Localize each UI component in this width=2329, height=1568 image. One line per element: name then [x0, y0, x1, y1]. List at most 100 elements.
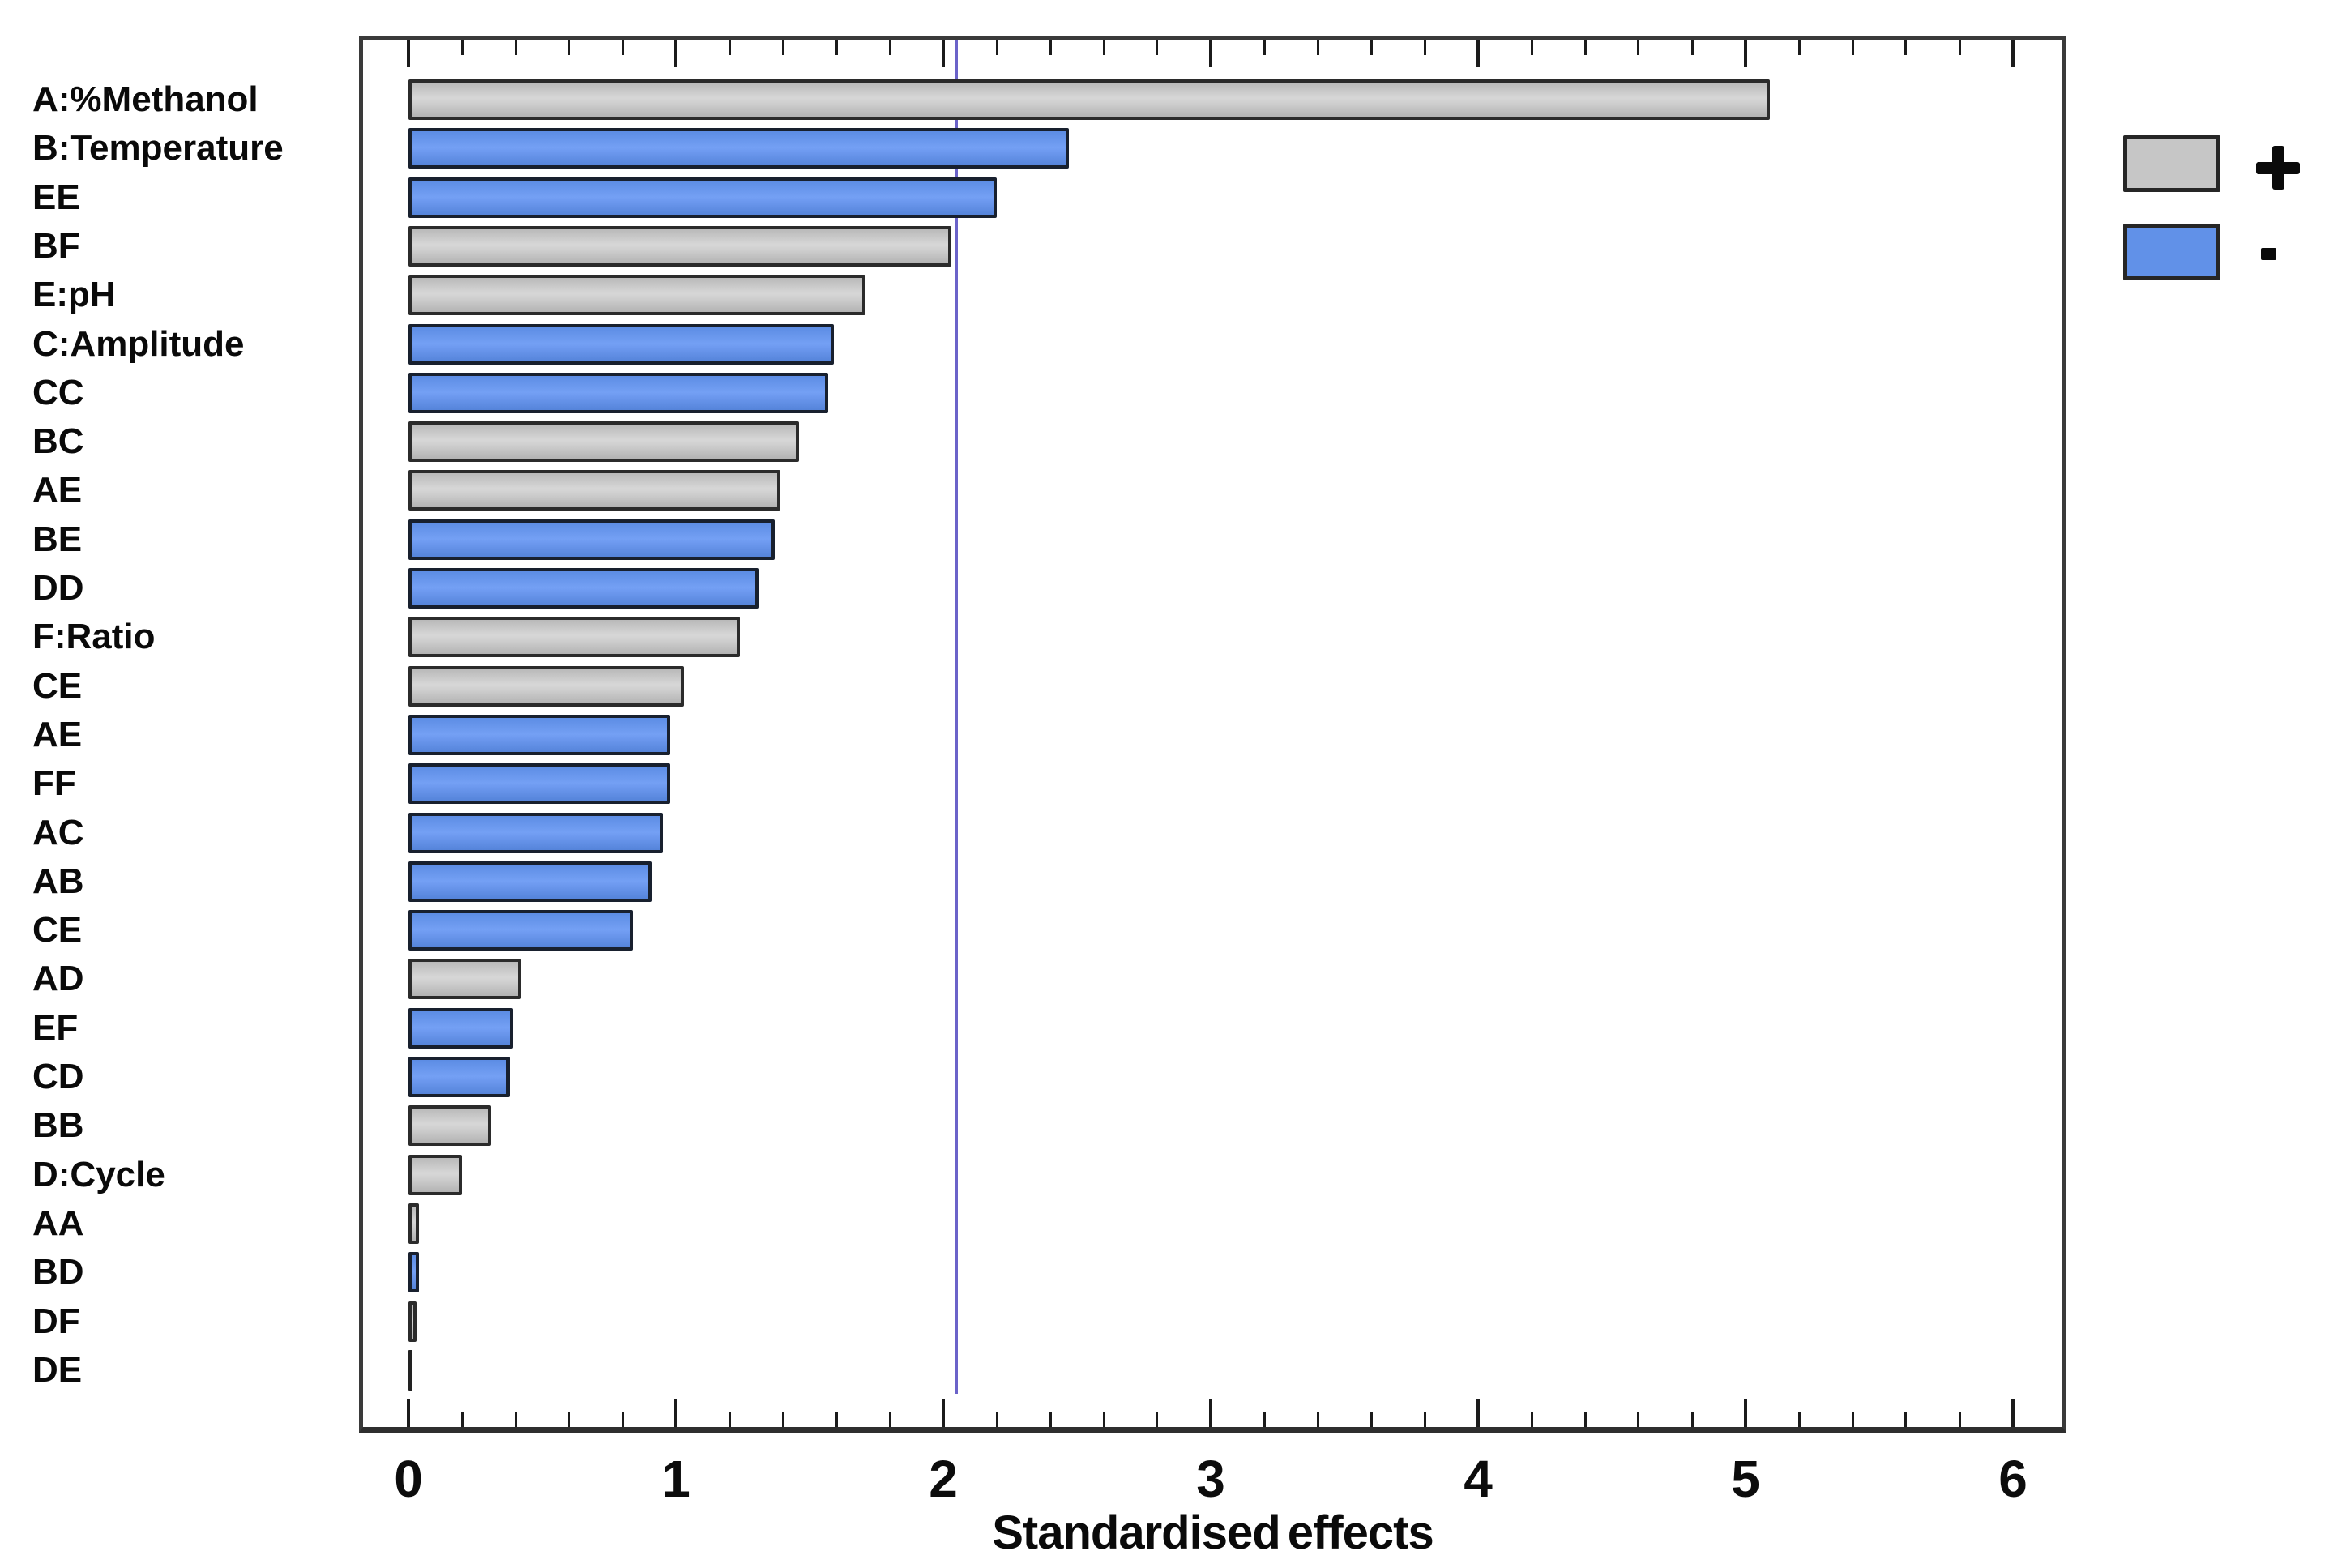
x-axis-tick-minor [782, 1412, 784, 1427]
x-axis-tick-minor [1317, 40, 1319, 55]
bar-d-cycle [408, 1155, 462, 1195]
bar-ab [408, 861, 652, 902]
bar-f-ratio [408, 617, 740, 657]
bar-dd [408, 568, 759, 609]
y-axis-label-c-amplitude: C:Amplitude [32, 324, 245, 364]
y-axis-label-bc: BC [32, 421, 84, 461]
x-axis-tick-major [2011, 40, 2015, 67]
y-axis-label-ef: EF [32, 1008, 79, 1048]
y-axis-label-f-ratio: F:Ratio [32, 617, 156, 656]
x-axis-tick-major [1744, 1399, 1747, 1427]
y-axis-label-ae: AE [32, 470, 83, 510]
y-axis-label-ab: AB [32, 861, 84, 901]
x-axis-tick-major [1744, 40, 1747, 67]
bar-cc [408, 373, 828, 413]
x-axis-tick-minor [1263, 1412, 1266, 1427]
x-axis-tick-minor [1637, 1412, 1639, 1427]
bar-ae [408, 470, 780, 511]
x-axis-title: Standardised effects [992, 1506, 1434, 1559]
y-axis-label-a-methanol: A:%Methanol [32, 79, 259, 119]
x-axis-tick-minor [1584, 40, 1587, 55]
x-axis-tick-major [674, 1399, 677, 1427]
x-axis-tick-minor [622, 40, 624, 55]
bar-bd [408, 1252, 419, 1292]
x-axis-tick-minor [1959, 1412, 1961, 1427]
x-axis-tick-minor [1584, 1412, 1587, 1427]
bar-ff [408, 763, 670, 804]
bar-de [408, 1350, 412, 1391]
x-axis-tick-minor [461, 1412, 464, 1427]
x-axis-tick-minor [515, 1412, 517, 1427]
bar-bb [408, 1105, 491, 1146]
y-axis-label-d-cycle: D:Cycle [32, 1155, 165, 1194]
x-axis-tick-minor [1637, 40, 1639, 55]
y-axis-label-ce: CE [32, 910, 83, 950]
x-axis-tick-label: 2 [929, 1450, 958, 1508]
y-axis-label-dd: DD [32, 568, 84, 608]
bar-bf [408, 226, 951, 267]
x-axis-tick-minor [1103, 1412, 1105, 1427]
y-axis-label-de: DE [32, 1350, 83, 1390]
bar-ce [408, 910, 633, 951]
plus-icon [2256, 146, 2300, 190]
x-axis-tick-major [407, 1399, 410, 1427]
x-axis-tick-minor [996, 1412, 998, 1427]
bar-df [408, 1301, 417, 1342]
x-axis-tick-major [2011, 1399, 2015, 1427]
y-axis-label-be: BE [32, 519, 83, 559]
x-axis-tick-label: 4 [1464, 1450, 1493, 1508]
x-axis-tick-minor [1798, 1412, 1801, 1427]
x-axis-tick-minor [1156, 1412, 1158, 1427]
x-axis-tick-minor [1904, 1412, 1907, 1427]
x-axis-tick-minor [1049, 40, 1052, 55]
bar-c-amplitude [408, 324, 834, 365]
x-axis-tick-major [674, 40, 677, 67]
x-axis-tick-minor [1263, 40, 1266, 55]
legend-swatch-negative [2123, 224, 2220, 280]
x-axis-tick-major [1476, 1399, 1480, 1427]
bar-ac [408, 813, 663, 853]
x-axis-tick-minor [1156, 40, 1158, 55]
x-axis-tick-minor [889, 1412, 891, 1427]
y-axis-label-bb: BB [32, 1105, 84, 1145]
x-axis-tick-minor [1317, 1412, 1319, 1427]
x-axis-tick-minor [515, 40, 517, 55]
y-axis-label-cc: CC [32, 373, 84, 412]
x-axis-tick-minor [1959, 40, 1961, 55]
bar-ef [408, 1008, 513, 1049]
y-axis-label-ac: AC [32, 813, 84, 852]
x-axis-tick-minor [1691, 1412, 1694, 1427]
y-axis-label-ff: FF [32, 763, 76, 803]
x-axis-tick-major [942, 40, 945, 67]
y-axis-label-ce: CE [32, 666, 83, 706]
x-axis-tick-major [407, 40, 410, 67]
bar-e-ph [408, 275, 865, 315]
x-axis-tick-minor [568, 1412, 570, 1427]
x-axis-tick-label: 6 [1998, 1450, 2028, 1508]
x-axis-tick-label: 3 [1196, 1450, 1225, 1508]
x-axis-tick-major [942, 1399, 945, 1427]
y-axis-label-ae: AE [32, 715, 83, 754]
x-axis-tick-minor [1904, 40, 1907, 55]
plot-area [363, 40, 2062, 1427]
bar-ae [408, 715, 670, 755]
x-axis-tick-label: 0 [394, 1450, 423, 1508]
bar-cd [408, 1057, 510, 1097]
bar-ce [408, 666, 684, 707]
x-axis-tick-minor [1852, 40, 1854, 55]
y-axis-label-aa: AA [32, 1203, 84, 1243]
x-axis-tick-minor [622, 1412, 624, 1427]
y-axis-label-cd: CD [32, 1057, 84, 1096]
y-axis-label-bf: BF [32, 226, 80, 266]
x-axis-tick-minor [1424, 1412, 1426, 1427]
minus-icon [2261, 248, 2276, 260]
x-axis-tick-minor [461, 40, 464, 55]
legend-swatch-positive [2123, 135, 2220, 192]
bar-aa [408, 1203, 419, 1244]
x-axis-tick-minor [1370, 1412, 1373, 1427]
bar-b-temperature [408, 128, 1069, 169]
x-axis-tick-label: 1 [661, 1450, 690, 1508]
x-axis-tick-minor [729, 40, 731, 55]
y-axis-label-bd: BD [32, 1252, 84, 1292]
